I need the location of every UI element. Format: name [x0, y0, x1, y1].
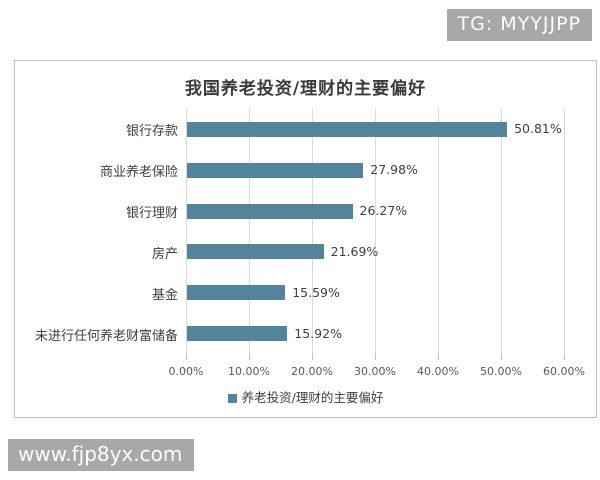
axis-tick: [564, 354, 565, 360]
plot-area: 0.00% 10.00% 20.00% 30.00% 40.00% 50.00% 60.00…: [15, 61, 596, 417]
bar: [187, 285, 286, 301]
bar-category-label: 房产: [151, 246, 178, 262]
bar-value-label: 50.81%: [514, 121, 562, 137]
bar-value-label: 26.27%: [359, 203, 408, 219]
x-tick-label: 60.00%: [543, 365, 585, 378]
bar-category-label: 银行理财: [125, 206, 178, 222]
axis-tick: [186, 354, 187, 360]
gridline: [438, 109, 439, 354]
chart-legend: 养老投资/理财的主要偏好: [15, 387, 596, 406]
x-tick-label: 20.00%: [291, 365, 333, 378]
axis-tick: [249, 354, 250, 360]
bar: [187, 244, 324, 260]
gridline: [501, 109, 502, 354]
gridline: [186, 109, 187, 354]
bar-value-label: 15.59%: [292, 284, 340, 300]
x-tick-label: 10.00%: [228, 365, 270, 378]
bar-category-label: 基金: [151, 287, 178, 303]
gridline: [249, 109, 250, 354]
bar-value-label: 15.92%: [294, 325, 342, 341]
gridline: [375, 109, 376, 354]
bar: [187, 162, 364, 178]
gridline: [312, 109, 313, 354]
tg-contact-badge: TG: MYYJJPP: [446, 9, 592, 41]
bar-category-label: 商业养老保险: [99, 165, 178, 181]
x-tick-label: 30.00%: [354, 365, 396, 378]
bar: [187, 326, 288, 342]
legend-label: 养老投资/理财的主要偏好: [241, 390, 384, 405]
bar-value-label: 21.69%: [330, 243, 379, 259]
chart-title: 我国养老投资/理财的主要偏好: [184, 79, 427, 99]
bar: [187, 203, 353, 219]
axis-tick: [312, 354, 313, 360]
axis-tick: [501, 354, 502, 360]
axis-tick: [375, 354, 376, 360]
x-tick-label: 40.00%: [417, 365, 459, 378]
bar-value-label: 27.98%: [370, 162, 418, 178]
bar-category-label: 银行存款: [125, 124, 178, 140]
legend-marker-icon: [227, 394, 237, 403]
watermark-badge: www.fjp8yx.com: [8, 439, 195, 471]
bar-category-label: 未进行任何养老财富储备: [34, 328, 178, 344]
bar-chart: 我国养老投资/理财的主要偏好 0.00% 10.00% 20.00% 30.00% 40…: [14, 60, 597, 418]
bar: [187, 121, 508, 137]
gridline: [564, 109, 565, 354]
x-tick-label: 50.00%: [480, 365, 522, 378]
axis-tick: [438, 354, 439, 360]
x-tick-label: 0.00%: [168, 365, 204, 378]
